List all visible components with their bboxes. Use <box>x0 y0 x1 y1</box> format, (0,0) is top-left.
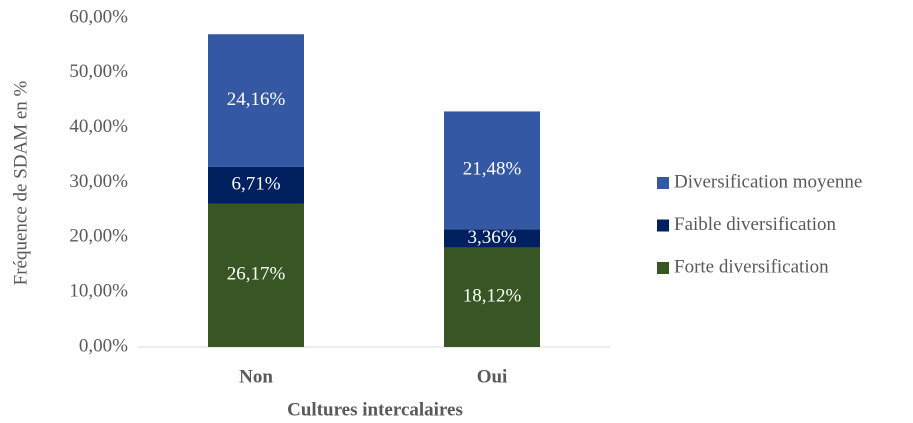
data-label: 21,48% <box>463 159 522 180</box>
legend-label: Faible diversification <box>674 214 836 235</box>
data-label: 26,17% <box>227 264 286 285</box>
x-axis-title: Cultures intercalaires <box>287 399 463 420</box>
y-tick-label: 30,00% <box>69 171 128 192</box>
x-tick-label: Oui <box>477 366 508 387</box>
legend-label: Diversification moyenne <box>674 171 862 192</box>
legend-label: Forte diversification <box>674 256 829 277</box>
y-tick-label: 20,00% <box>69 226 128 247</box>
legend-swatch <box>657 219 669 232</box>
data-label: 6,71% <box>231 173 280 194</box>
data-label: 3,36% <box>467 227 516 248</box>
y-tick-label: 0,00% <box>79 335 128 356</box>
data-label: 24,16% <box>227 89 286 110</box>
y-tick-label: 50,00% <box>69 61 128 82</box>
legend-swatch <box>657 262 669 274</box>
y-axis-title: Fréquence de SDAM en % <box>10 80 31 285</box>
y-tick-label: 40,00% <box>69 116 128 137</box>
data-label: 18,12% <box>463 286 522 307</box>
bar-segment <box>444 247 540 347</box>
legend-swatch <box>657 177 669 189</box>
bar-segment <box>208 166 304 204</box>
bar-segment <box>208 203 304 347</box>
y-tick-label: 10,00% <box>69 281 128 302</box>
bar-segment <box>444 111 540 230</box>
y-tick-label: 60,00% <box>69 6 128 27</box>
bar-segment <box>444 229 540 248</box>
bar-segment <box>208 34 304 167</box>
x-tick-label: Non <box>239 366 273 387</box>
